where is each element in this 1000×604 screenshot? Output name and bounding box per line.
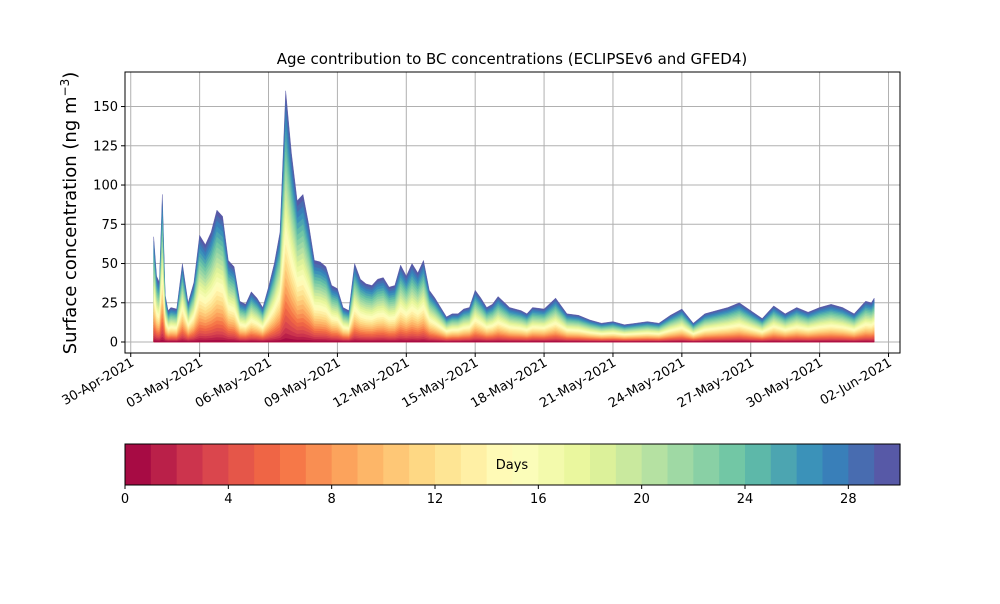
colorbar-frame [124,443,901,486]
x-tick-label: 27-May-2021 [675,355,757,411]
colorbar-segment [280,444,307,485]
y-tick-label: 0 [110,336,118,351]
y-tick-label: 50 [101,257,118,272]
colorbar-segment [125,444,152,485]
colorbar-segment [150,444,178,485]
colorbar-segment [719,444,746,485]
x-tick-label: 06-May-2021 [193,355,275,411]
colorbar-segment [590,444,617,485]
colorbar-segment [254,444,281,485]
colorbar-segment [693,444,720,485]
colorbar-segment [745,444,772,485]
colorbar-segment [796,444,824,485]
colorbar-segment [615,444,643,485]
colorbar-tick-label: 20 [633,492,650,507]
colorbar-segment [460,444,488,485]
colorbar-segment [357,444,384,485]
age-layers [153,90,875,343]
colorbar-segment [770,444,798,485]
colorbar-tick-label: 28 [840,492,857,507]
x-tick-label: 02-Jun-2021 [818,355,895,408]
colorbar-segment [383,444,410,485]
colorbar-segment [564,444,591,485]
colorbar-segment [305,444,333,485]
colorbar: 0 4 8 12 16 20 24 28 [121,443,901,507]
colorbar-tick-label: 0 [121,492,129,507]
colorbar-segment [202,444,229,485]
y-tick-label: 100 [93,179,118,194]
colorbar-label: Days [496,458,529,473]
colorbar-segment [538,444,565,485]
x-tick-label: 30-May-2021 [744,355,826,411]
age-layer-day-29 [153,90,875,343]
colorbar-segment [641,444,669,485]
y-axis-label: Surface concentration (ng m−3) [58,72,81,355]
x-tick-label: 24-May-2021 [606,355,688,411]
colorbar-segment [228,444,255,485]
plot-frame [124,71,901,354]
colorbar-segment [874,444,901,485]
x-tick-label: 18-May-2021 [468,355,550,411]
x-tick-label: 12-May-2021 [331,355,413,411]
colorbar-tick-label: 24 [737,492,754,507]
y-tick-label: 125 [93,139,118,154]
x-axis: 30-Apr-202103-May-202106-May-202109-May-… [60,353,895,411]
colorbar-tick-label: 16 [530,492,547,507]
colorbar-segment [435,444,462,485]
colorbar-segment [667,444,694,485]
y-axis: 0 25 50 75 100 125 150 [93,100,125,351]
colorbar-segment [486,444,514,485]
x-tick-label: 03-May-2021 [124,355,206,411]
colorbar-segment [822,444,849,485]
y-tick-label: 150 [93,100,118,115]
age-layer-day-0 [153,338,875,343]
colorbar-segment [512,444,539,485]
x-tick-label: 15-May-2021 [400,355,482,411]
colorbar-segment [176,444,204,485]
colorbar-segment [848,444,875,485]
colorbar-tick-label: 12 [427,492,444,507]
chart-title: Age contribution to BC concentrations (E… [277,50,748,68]
x-tick-label: 21-May-2021 [537,355,619,411]
y-tick-label: 75 [101,218,118,233]
colorbar-segment [331,444,359,485]
y-tick-label: 25 [101,296,118,311]
x-tick-label: 09-May-2021 [262,355,344,411]
colorbar-tick-label: 4 [224,492,232,507]
colorbar-segment [409,444,436,485]
colorbar-tick-label: 8 [328,492,336,507]
